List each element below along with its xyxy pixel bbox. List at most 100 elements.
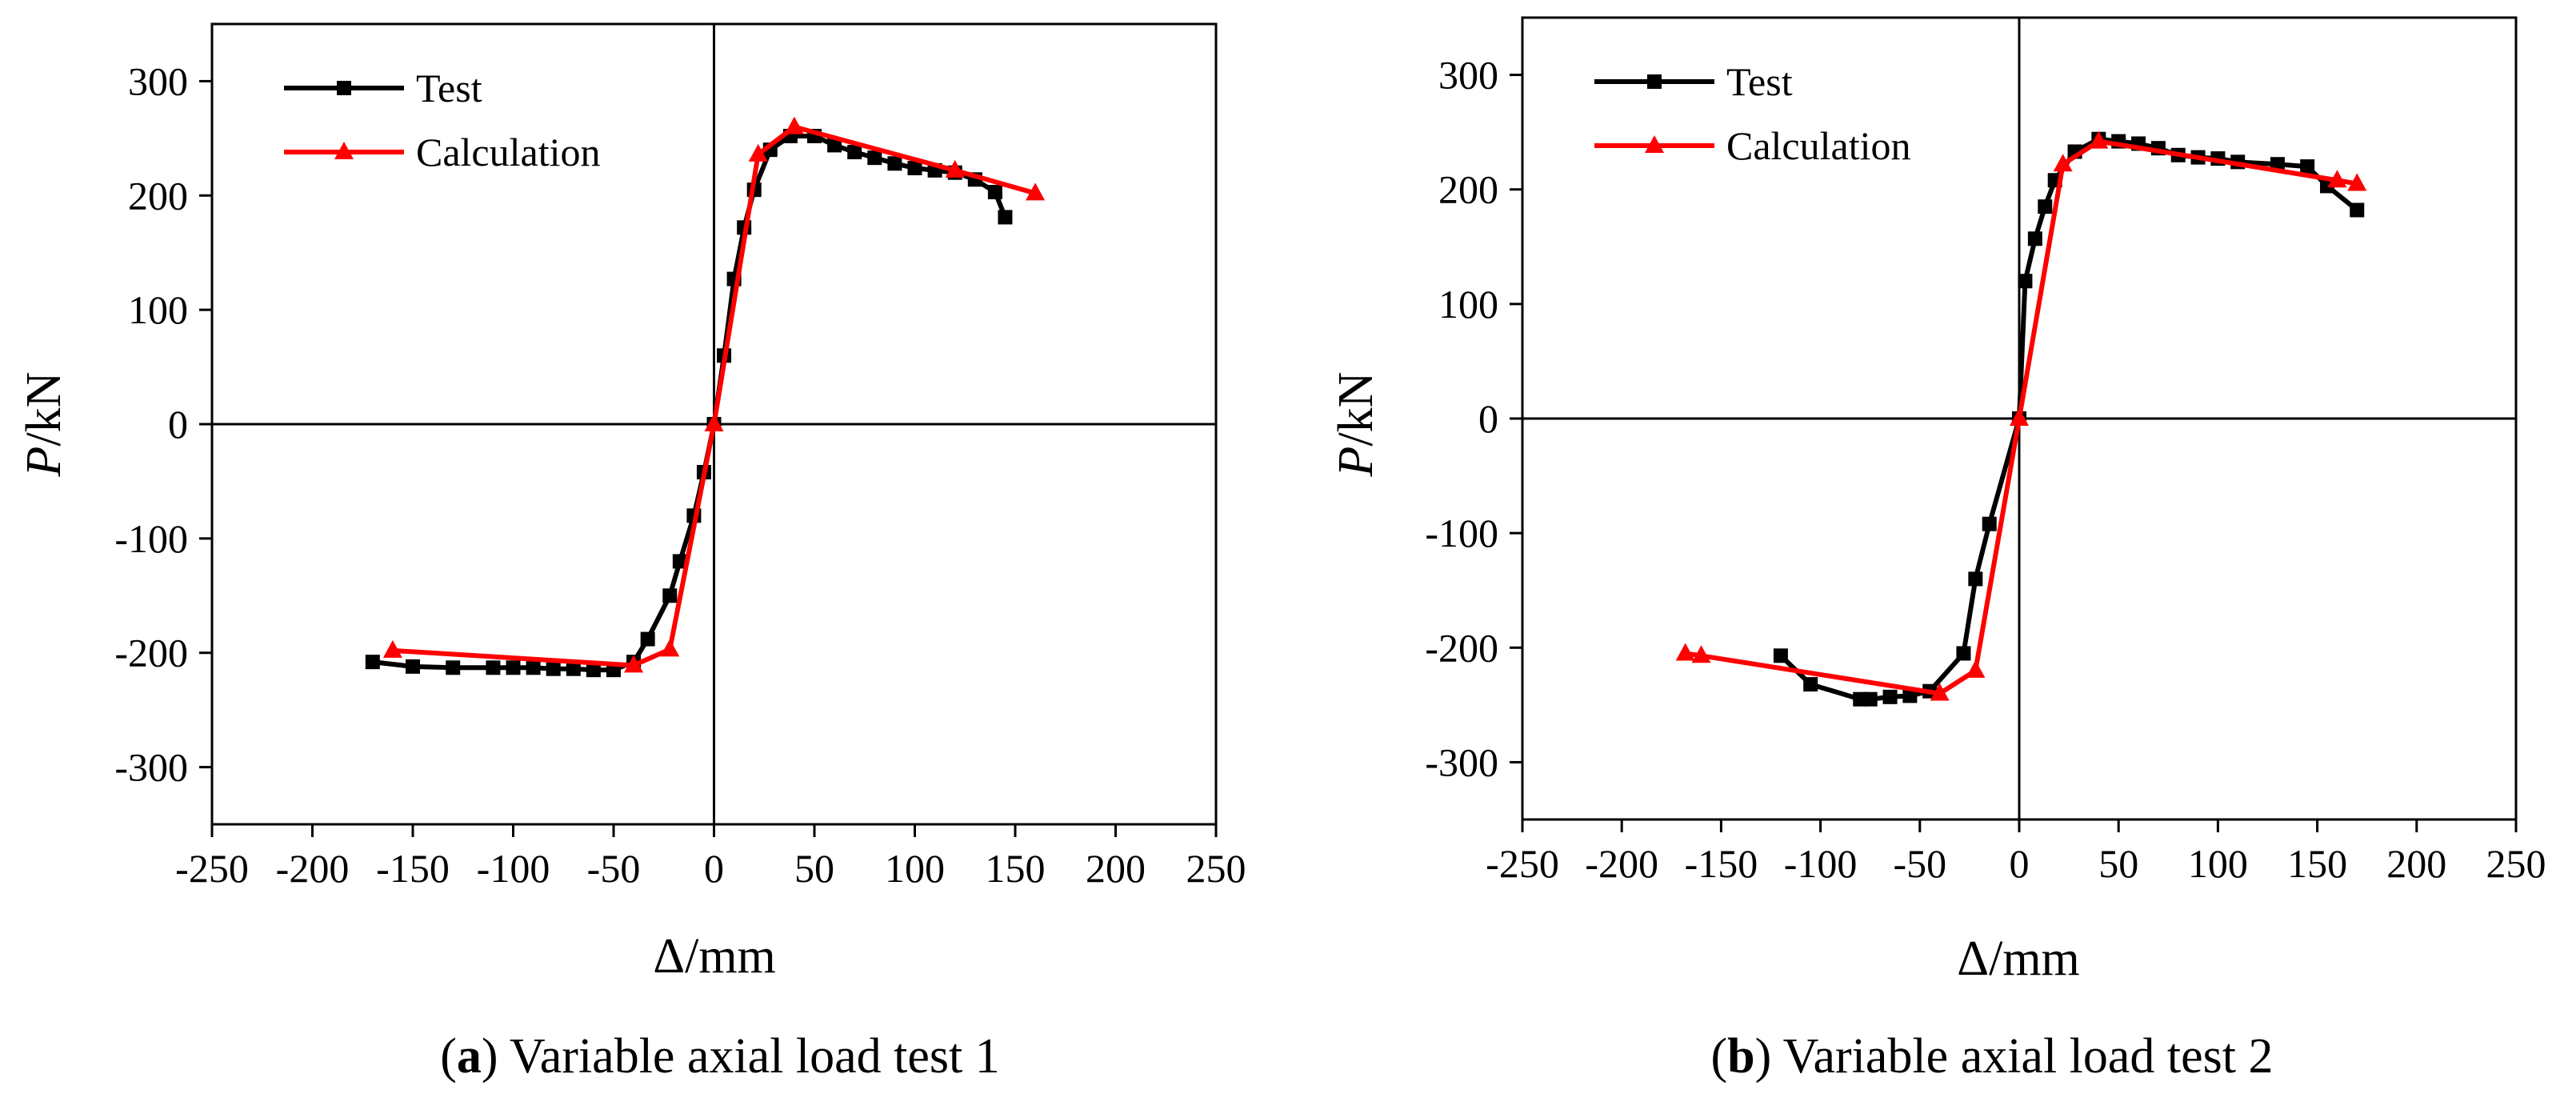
test-point <box>1803 677 1818 692</box>
calculation-point <box>1930 683 1950 701</box>
test-point <box>1902 688 1918 703</box>
legend-marker-calculation <box>1645 135 1664 153</box>
x-tick-label: 250 <box>1186 846 1246 891</box>
x-tick-label: 250 <box>2486 841 2546 886</box>
test-point <box>672 554 687 569</box>
test-point <box>2300 159 2315 174</box>
y-tick-label: 200 <box>1438 167 1498 212</box>
legend-label-calculation: Calculation <box>416 130 601 174</box>
x-tick-label: -200 <box>276 846 350 891</box>
x-tick-label: -150 <box>1685 841 1758 886</box>
y-axis-title-symbol: P <box>17 447 71 478</box>
test-point <box>2018 274 2033 289</box>
y-tick-label: 0 <box>1478 396 1498 441</box>
calculation-point <box>748 143 768 162</box>
y-axis-title-unit: /kN <box>1329 372 1383 447</box>
x-tick-label: -250 <box>1486 841 1559 886</box>
y-tick-label: 100 <box>1438 282 1498 327</box>
test-point <box>987 185 1002 199</box>
test-point <box>446 660 461 675</box>
calculation-point <box>2089 130 2109 149</box>
caption-open-paren: ( <box>1710 1029 1727 1084</box>
caption-text: ) Variable axial load test 2 <box>1755 1029 2274 1084</box>
x-tick-label: 150 <box>2287 841 2347 886</box>
y-tick-label: 0 <box>168 402 188 447</box>
calculation-point <box>1026 182 1046 201</box>
test-point <box>566 661 581 676</box>
test-point <box>526 660 541 675</box>
x-tick-label: 50 <box>2098 841 2138 886</box>
test-point <box>2350 202 2365 218</box>
y-tick-label: 300 <box>128 58 188 103</box>
test-point <box>546 661 561 676</box>
series-line-calculation <box>392 124 1036 668</box>
test-point <box>998 210 1013 225</box>
caption-letter: b <box>1727 1029 1754 1084</box>
calculation-point <box>784 116 804 134</box>
test-point <box>506 660 521 675</box>
calculation-point <box>2327 170 2347 188</box>
calculation-point <box>2347 173 2367 191</box>
calculation-point <box>1691 645 1711 663</box>
calculation-point <box>1966 659 1986 678</box>
test-point <box>1968 571 1983 587</box>
x-tick-label: 50 <box>794 846 834 891</box>
y-tick-label: -200 <box>1425 625 1498 670</box>
y-axis-title-symbol: P <box>1329 447 1383 478</box>
test-point <box>2027 231 2042 246</box>
x-tick-label: 0 <box>2010 841 2030 886</box>
calculation-point <box>624 655 644 673</box>
panel-caption: (a) Variable axial load test 1 <box>440 1029 1000 1084</box>
x-tick-label: -50 <box>587 846 641 891</box>
calculation-point <box>2053 154 2073 172</box>
legend-label-calculation: Calculation <box>1726 123 1911 168</box>
test-point <box>365 655 380 670</box>
calculation-point <box>382 639 402 658</box>
caption-letter: a <box>457 1029 482 1084</box>
y-tick-label: 200 <box>128 173 188 218</box>
test-point <box>867 150 882 166</box>
x-axis-title: Δ/mm <box>653 929 776 984</box>
legend-label-test: Test <box>416 66 482 110</box>
x-tick-label: 100 <box>885 846 945 891</box>
calculation-point <box>2010 408 2029 426</box>
test-point <box>907 161 922 175</box>
x-tick-label: 0 <box>704 846 724 891</box>
test-point <box>1882 689 1898 704</box>
x-tick-label: -100 <box>1784 841 1858 886</box>
test-point <box>1862 691 1878 707</box>
legend-marker-test <box>337 81 351 95</box>
x-tick-label: 150 <box>986 846 1046 891</box>
test-point <box>2038 199 2053 214</box>
x-tick-label: 100 <box>2188 841 2248 886</box>
test-point <box>586 663 601 678</box>
calculation-point <box>660 639 680 657</box>
y-tick-label: -100 <box>114 516 188 561</box>
calculation-point <box>945 159 965 178</box>
caption-open-paren: ( <box>440 1029 457 1084</box>
y-axis-title: P/kN <box>1329 372 1383 478</box>
y-axis-title: P/kN <box>17 372 71 478</box>
caption-text: ) Variable axial load test 1 <box>482 1029 1000 1084</box>
calculation-point <box>1675 643 1695 661</box>
test-point <box>847 145 862 159</box>
calculation-point <box>704 414 724 431</box>
legend-marker-calculation <box>334 142 354 159</box>
legend-marker-test <box>1647 74 1662 89</box>
x-tick-label: -100 <box>477 846 550 891</box>
y-tick-label: -200 <box>114 631 188 675</box>
test-point <box>1773 648 1788 663</box>
panel-a: -250 -200 -150 -100 -50 0 50 100 150 200 250 -300 -2… <box>17 22 1246 1084</box>
y-tick-label: 100 <box>128 287 188 332</box>
test-point <box>406 659 420 674</box>
test-point <box>640 631 655 647</box>
y-tick-label: -300 <box>114 745 188 790</box>
test-point <box>662 588 678 603</box>
x-tick-label: 200 <box>1086 846 1146 891</box>
test-point <box>486 660 501 675</box>
panel-caption: (b) Variable axial load test 2 <box>1710 1029 2273 1084</box>
test-point <box>887 156 902 171</box>
series-line-test <box>372 134 1008 673</box>
panel-b: -250 -200 -150 -100 -50 0 50 100 150 200 250 -300 -2… <box>1329 16 2546 1084</box>
